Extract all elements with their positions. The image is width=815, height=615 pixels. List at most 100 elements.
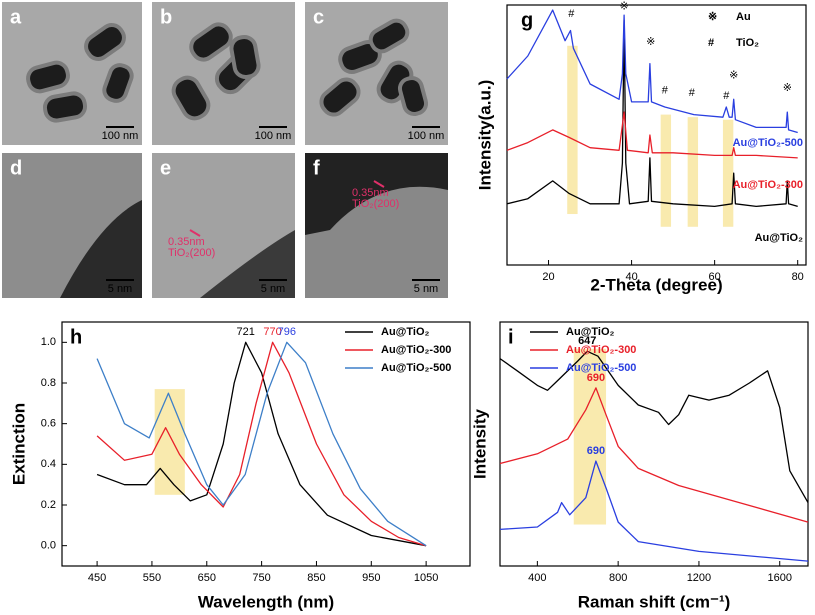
panel-label: g	[521, 9, 533, 31]
scale-bar-label: 5 nm	[261, 283, 285, 295]
legend-label: Au@TiO₂-500	[566, 362, 636, 374]
peak-label: 796	[278, 326, 296, 338]
series-label: Au@TiO₂-300	[733, 179, 803, 191]
peak-marker: ※	[783, 82, 792, 94]
peak-label: 647	[578, 335, 596, 347]
legend-symbol: #	[708, 37, 714, 49]
lattice-label: TiO₂(200)	[352, 198, 399, 210]
tem-panels	[2, 2, 448, 298]
x-tick-label: 80	[792, 271, 804, 283]
panel-label: e	[160, 157, 171, 179]
scale-bar-label: 5 nm	[108, 283, 132, 295]
x-tick-label: 40	[625, 271, 637, 283]
lattice-label: TiO₂(200)	[168, 247, 215, 259]
x-axis-label: Raman shift (cm⁻¹)	[578, 592, 731, 611]
peak-marker: #	[568, 8, 575, 20]
peak-marker: ※	[729, 69, 738, 81]
series-label: Au@TiO₂-500	[733, 137, 803, 149]
y-axis-label: Intensity	[470, 409, 489, 479]
x-tick-label: 650	[198, 572, 216, 584]
legend-label: Au@TiO₂-300	[566, 344, 636, 356]
peak-marker: #	[662, 85, 669, 97]
x-tick-label: 1050	[414, 572, 438, 584]
legend-label: TiO₂	[736, 37, 759, 49]
y-axis-label: Extinction	[9, 403, 28, 485]
y-tick-label: 0.8	[41, 377, 56, 389]
y-tick-label: 1.0	[41, 336, 56, 348]
x-tick-label: 800	[609, 572, 627, 584]
lattice-label: 0.35nm	[168, 236, 205, 248]
peak-label: 690	[587, 445, 605, 457]
legend-label: Au@TiO₂	[381, 326, 430, 338]
scale-bar-label: 100 nm	[102, 130, 139, 142]
y-axis-label: Intensity(a.u.)	[475, 80, 494, 191]
peak-marker: #	[689, 87, 696, 99]
panel-label: a	[10, 6, 22, 28]
y-tick-label: 0.2	[41, 499, 56, 511]
nanorods	[26, 23, 134, 123]
data-line	[499, 387, 809, 523]
lattice-marker	[189, 229, 201, 237]
highlight-band	[687, 117, 699, 227]
peak-marker: ※	[646, 36, 655, 48]
y-tick-label: 0.4	[41, 458, 56, 470]
panel-label: d	[10, 157, 22, 179]
lattice-marker	[373, 180, 385, 188]
data-line	[96, 341, 427, 547]
scale-bar-label: 100 nm	[408, 130, 445, 142]
panel-label: c	[313, 6, 324, 28]
nanorods	[171, 22, 261, 121]
scale-bar-label: 5 nm	[414, 283, 438, 295]
lattice-label: 0.35nm	[352, 187, 389, 199]
panel-label: i	[508, 326, 514, 348]
plot-frame	[499, 321, 809, 567]
x-tick-label: 450	[88, 572, 106, 584]
highlight-band	[567, 45, 578, 215]
x-tick-label: 400	[528, 572, 546, 584]
peak-marker: ※	[619, 1, 628, 13]
x-tick-label: 550	[143, 572, 161, 584]
peak-label: 721	[237, 326, 255, 338]
peak-label: 770	[263, 326, 281, 338]
particle-edge	[60, 200, 142, 298]
tem-image	[305, 2, 448, 145]
highlight-band	[660, 114, 672, 227]
x-tick-label: 20	[542, 271, 554, 283]
data-line	[499, 350, 809, 503]
x-tick-label: 950	[362, 572, 380, 584]
x-axis-label: Wavelength (nm)	[198, 592, 334, 611]
plot-frame	[506, 4, 807, 266]
data-line	[506, 111, 798, 159]
x-axis-label: 2-Theta (degree)	[590, 275, 722, 294]
x-tick-label: 1600	[767, 572, 791, 584]
data-line	[96, 341, 427, 547]
legend-label: Au@TiO₂-500	[381, 362, 451, 374]
x-tick-label: 850	[307, 572, 325, 584]
legend-label: Au	[736, 11, 751, 23]
panel-label: f	[313, 157, 320, 179]
peak-label: 690	[587, 372, 605, 384]
x-tick-label: 750	[252, 572, 270, 584]
legend-symbol: ※	[708, 11, 717, 23]
highlight-band	[722, 119, 734, 227]
legend-label: Au@TiO₂	[566, 326, 615, 338]
data-line	[96, 341, 427, 547]
panel-label: b	[160, 6, 172, 28]
x-tick-label: 60	[709, 271, 721, 283]
data-line	[506, 9, 798, 134]
data-line	[499, 460, 809, 562]
y-tick-label: 0.0	[41, 540, 56, 552]
x-tick-label: 1200	[687, 572, 711, 584]
legend-label: Au@TiO₂-300	[381, 344, 451, 356]
highlight-band	[573, 348, 607, 525]
panel-label: h	[70, 326, 82, 348]
highlight-band	[154, 389, 185, 495]
plot-frame	[61, 321, 471, 567]
particle-edge	[305, 153, 448, 235]
peak-marker: #	[723, 90, 730, 102]
series-label: Au@TiO₂	[755, 232, 804, 244]
data-line	[506, 19, 798, 208]
y-tick-label: 0.6	[41, 418, 56, 430]
scale-bar-label: 100 nm	[255, 130, 292, 142]
